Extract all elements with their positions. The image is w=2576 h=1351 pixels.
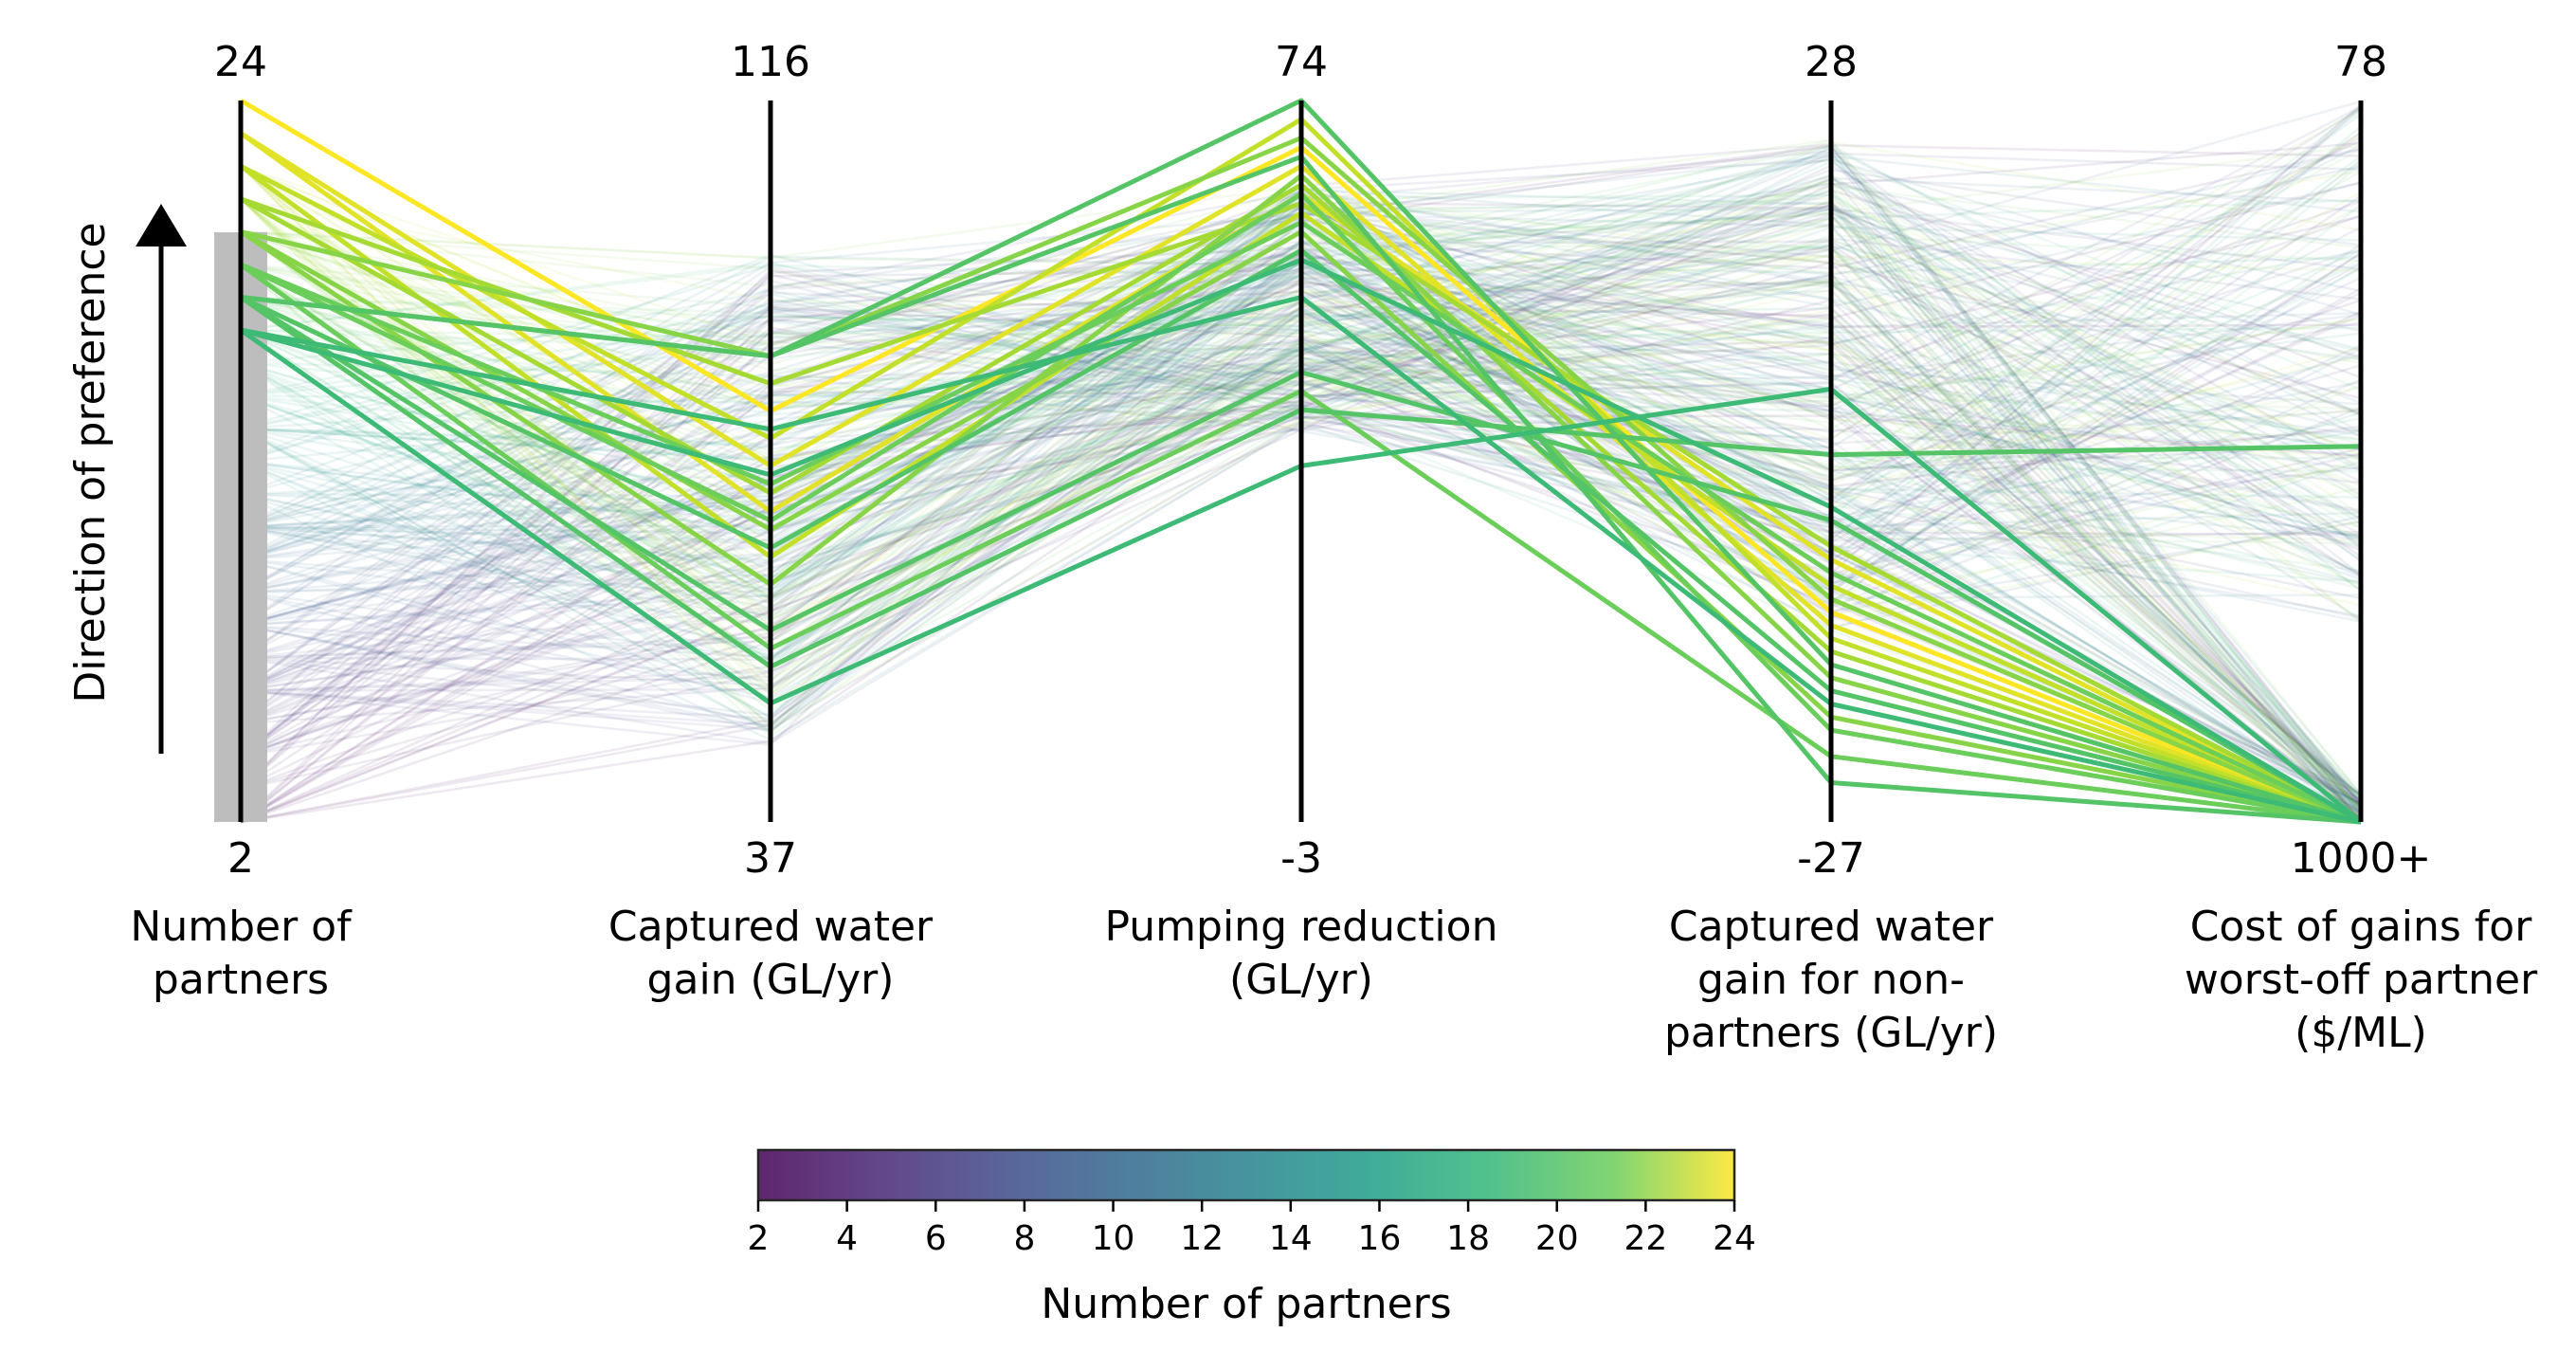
axis-bottom-label: 2 — [227, 834, 254, 883]
colorbar-gradient — [756, 1148, 1736, 1202]
colorbar-tick-label: 12 — [1180, 1219, 1224, 1258]
colorbar-tick-label: 16 — [1358, 1219, 1402, 1258]
axis-bottom-label: -27 — [1797, 834, 1865, 883]
axis-bottom-label: 1000+ — [2291, 834, 2432, 883]
axis-title: Cost of gains for worst-off partner ($/ML) — [2185, 903, 2538, 1057]
axis-bottom-label: 37 — [744, 834, 797, 883]
axes-group: 24 2 Number of partners 116 37 Captured water g… — [130, 38, 2538, 1057]
axis-title: Pumping reduction (GL/yr) — [1105, 903, 1498, 1004]
colorbar-tick-label: 24 — [1713, 1219, 1756, 1258]
axis-title: Captured water gain (GL/yr) — [608, 903, 934, 1004]
axis-title: Captured water gain for non-partners (GL/… — [1664, 903, 1998, 1057]
colorbar-tick-label: 8 — [1013, 1219, 1035, 1258]
axis-top-label: 78 — [2334, 38, 2387, 86]
direction-of-preference-label: Direction of preference — [66, 222, 115, 703]
axis-top-label: 28 — [1805, 38, 1858, 86]
colorbar-tick-label: 18 — [1446, 1219, 1490, 1258]
colorbar-tick-label: 10 — [1092, 1219, 1135, 1258]
colorbar-tick-label: 22 — [1624, 1219, 1667, 1258]
colorbar: 2 4 6 8 10 12 14 16 18 20 22 24 Number of partners — [748, 1148, 1756, 1328]
colorbar-tick-label: 14 — [1269, 1219, 1313, 1258]
axis-top-label: 116 — [731, 38, 810, 86]
colorbar-tick-label: 6 — [925, 1219, 947, 1258]
colorbar-tick-label: 4 — [836, 1219, 858, 1258]
direction-of-preference: Direction of preference — [66, 204, 187, 754]
axis-bottom-label: -3 — [1280, 834, 1322, 883]
axis-top-label: 74 — [1275, 38, 1328, 86]
colorbar-tick-label: 20 — [1535, 1219, 1579, 1258]
colorbar-ticks: 2 4 6 8 10 12 14 16 18 20 22 24 — [748, 1200, 1756, 1258]
preference-arrow-icon — [136, 204, 187, 246]
colorbar-tick-label: 2 — [748, 1219, 770, 1258]
colorbar-label: Number of partners — [1041, 1280, 1451, 1328]
axis-top-label: 24 — [214, 38, 267, 86]
axis-title: Number of partners — [130, 903, 353, 1004]
